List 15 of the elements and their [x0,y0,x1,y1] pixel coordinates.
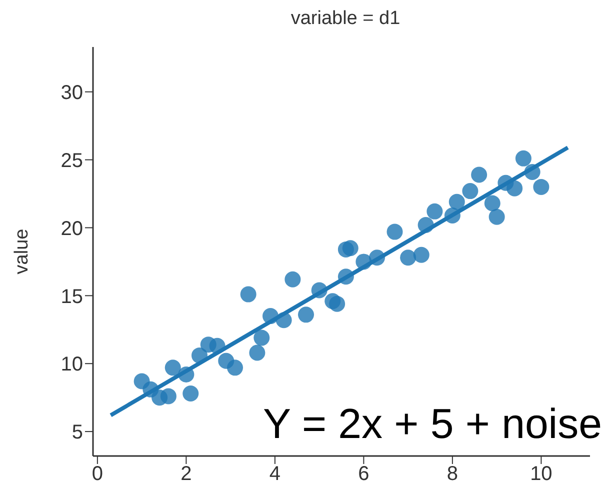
x-tick-label: 0 [92,463,103,486]
chart-title: variable = d1 [290,8,402,30]
y-tick-label: 15 [60,286,83,308]
x-tick-label: 6 [358,463,370,486]
x-tick-label: 4 [269,463,280,486]
x-tick-label: 8 [446,463,458,486]
y-tick-label: 20 [60,218,83,240]
annotation: Y = 2x + 5 + noise [263,400,602,448]
y-axis-title: value [12,228,33,274]
y-tick-label: 30 [60,82,83,104]
x-tick-label: 2 [180,463,192,486]
y-tick-label: 5 [72,422,83,444]
y-tick-label: 25 [60,150,83,172]
y-tick-label: 10 [60,354,83,376]
x-tick-label: 10 [530,463,552,486]
